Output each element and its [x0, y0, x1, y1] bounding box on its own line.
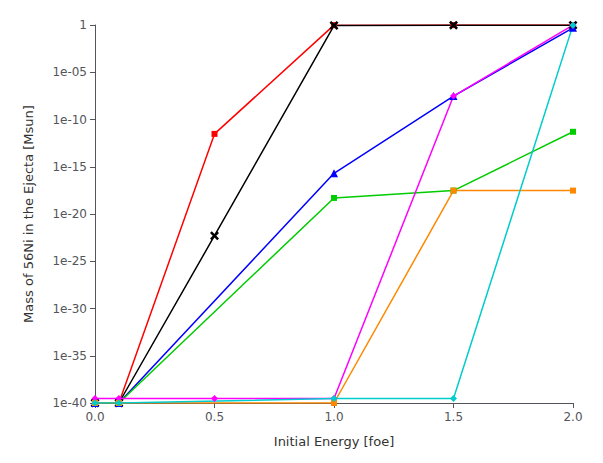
- svg-text:1e-10: 1e-10: [52, 113, 87, 127]
- svg-text:1: 1: [79, 18, 87, 32]
- svg-text:1e-25: 1e-25: [52, 254, 87, 268]
- svg-text:1e-40: 1e-40: [52, 396, 87, 410]
- svg-text:0.0: 0.0: [85, 410, 104, 424]
- svg-text:1.0: 1.0: [324, 410, 343, 424]
- svg-text:2.0: 2.0: [563, 410, 582, 424]
- svg-text:1e-15: 1e-15: [52, 160, 87, 174]
- svg-text:1e-35: 1e-35: [52, 349, 87, 363]
- svg-text:1e-30: 1e-30: [52, 302, 87, 316]
- svg-text:Initial Energy [foe]: Initial Energy [foe]: [274, 434, 394, 449]
- svg-text:1e-20: 1e-20: [52, 207, 87, 221]
- svg-text:1.5: 1.5: [444, 410, 463, 424]
- svg-text:Mass of 56Ni in the Ejecta [Ms: Mass of 56Ni in the Ejecta [Msun]: [21, 105, 36, 323]
- svg-text:1e-05: 1e-05: [52, 65, 87, 79]
- svg-text:0.5: 0.5: [205, 410, 224, 424]
